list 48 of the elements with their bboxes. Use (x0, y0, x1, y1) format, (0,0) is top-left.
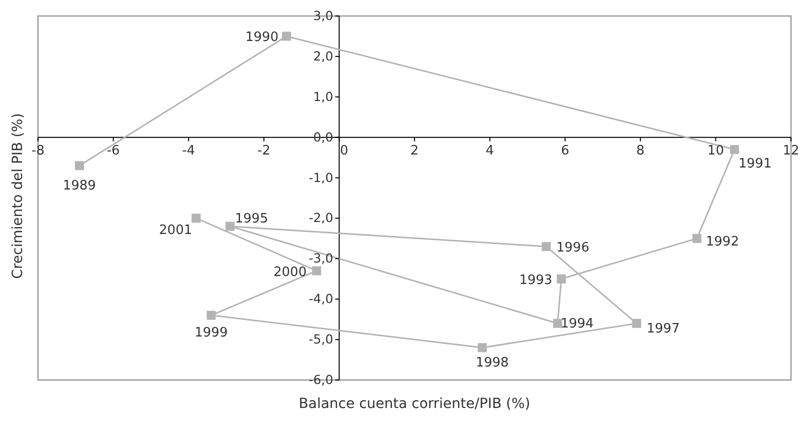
point (553, 318, 562, 328)
point (730, 144, 740, 154)
y-tick-label: -4,0 (308, 291, 334, 306)
x-tick-label: 12 (782, 143, 800, 158)
annotation: 1997 (646, 321, 680, 336)
annotation: 1995 (235, 211, 268, 226)
point (556, 274, 566, 284)
y-tick-label: -6,0 (308, 372, 334, 387)
x-axis-title: Balance cuenta corriente/PIB (%) (298, 396, 532, 412)
y-tick-label: -1,0 (308, 170, 334, 185)
x-tick-label: 4 (486, 143, 494, 158)
x-tick-label: -6 (106, 143, 120, 158)
y-tick-label: -3,0 (308, 250, 334, 266)
y-tick-label: 2,0 (313, 48, 334, 64)
point (206, 310, 216, 320)
x-tick-label: -8 (32, 143, 44, 158)
x-tick-label: -4 (182, 143, 196, 158)
annotation: 1994 (560, 316, 594, 332)
y-tick-label: -2,0 (308, 210, 334, 226)
point (632, 318, 642, 328)
x-tick-label: -2 (257, 143, 270, 158)
point (542, 242, 551, 252)
point (312, 266, 322, 276)
annotation: 2000 (274, 264, 307, 280)
point (692, 234, 702, 243)
annotation: 1998 (476, 356, 509, 371)
x-tick-label: 0 (340, 143, 348, 158)
point (74, 161, 84, 170)
y-tick-label: -5,0 (308, 332, 334, 347)
annotation: 1996 (556, 240, 590, 256)
annotation: 2001 (159, 223, 192, 238)
point (192, 214, 201, 223)
x-tick-label: 2 (410, 143, 419, 158)
point (478, 343, 487, 352)
annotation: 1991 (738, 156, 772, 172)
x-tick-label: 6 (560, 143, 570, 158)
y-tick-label: 3,0 (313, 8, 334, 23)
annotation: 1990 (245, 30, 278, 46)
x-tick-label: 8 (636, 143, 645, 158)
annotation: 1992 (706, 234, 739, 250)
annotation: 1989 (62, 178, 96, 194)
y-tick-label: 1,0 (313, 88, 334, 104)
annotation: 1993 (519, 272, 552, 288)
x-tick-label: 10 (707, 143, 724, 158)
point (226, 222, 235, 231)
y-axis-title: Crecimiento del PIB (%) (10, 112, 26, 281)
point (282, 32, 291, 41)
annotation: 1999 (194, 325, 228, 340)
